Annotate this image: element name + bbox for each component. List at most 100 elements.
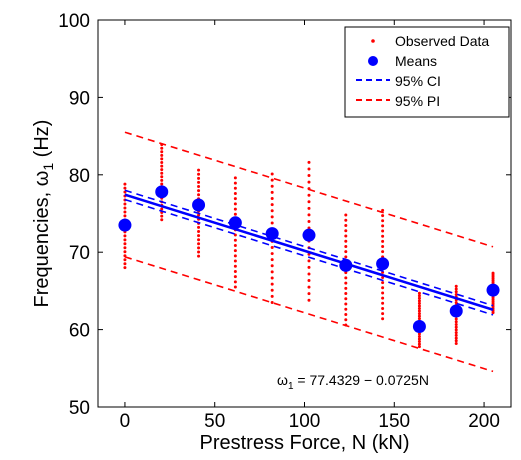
mean-point	[118, 218, 132, 232]
observed-point	[454, 333, 458, 337]
observed-point	[344, 255, 348, 259]
observed-point	[307, 259, 311, 263]
mean-point	[302, 228, 316, 242]
observed-point	[270, 258, 274, 262]
observed-point	[417, 340, 421, 344]
observed-point	[160, 171, 164, 175]
observed-point	[270, 178, 274, 182]
observed-point	[417, 299, 421, 303]
pi-lower-line	[124, 256, 494, 373]
observed-point	[307, 200, 311, 204]
observed-point	[381, 224, 385, 228]
observed-point	[417, 309, 421, 313]
observed-point	[344, 271, 348, 275]
y-tick-label: 60	[69, 321, 90, 342]
observed-point	[233, 186, 237, 190]
observed-point	[454, 339, 458, 343]
observed-point	[344, 307, 348, 311]
observed-point	[123, 242, 127, 246]
observed-point	[123, 250, 127, 254]
observed-point	[454, 292, 458, 296]
x-tick-label: 100	[289, 411, 321, 432]
observed-point	[160, 207, 164, 211]
observed-point	[233, 238, 237, 242]
observed-point	[270, 245, 274, 249]
observed-point	[344, 250, 348, 254]
observed-point	[233, 212, 237, 216]
legend: Observed Data Means 95% CI 95% PI	[344, 26, 510, 118]
observed-point	[417, 291, 421, 295]
mean-point	[412, 320, 426, 334]
observed-point	[233, 259, 237, 263]
observed-point	[344, 213, 348, 217]
ci-upper-line	[124, 189, 494, 307]
observed-point	[381, 229, 385, 233]
observed-point	[233, 285, 237, 289]
observed-point	[270, 203, 274, 207]
observed-point	[381, 291, 385, 295]
observed-point	[344, 244, 348, 248]
observed-point	[123, 214, 127, 218]
observed-point	[197, 230, 201, 234]
observed-point	[344, 312, 348, 316]
observed-point	[160, 153, 164, 157]
observed-point	[233, 269, 237, 273]
observed-point	[123, 182, 127, 186]
observed-point	[344, 292, 348, 296]
observed-point	[344, 276, 348, 280]
observed-point	[123, 266, 127, 270]
observed-point	[233, 176, 237, 180]
observed-point	[454, 284, 458, 288]
observed-point	[270, 264, 274, 268]
observed-point	[381, 296, 385, 300]
observed-point	[417, 296, 421, 300]
x-tick-label: 150	[378, 411, 410, 432]
mean-point	[192, 198, 206, 212]
observed-point	[381, 219, 385, 223]
observed-point	[381, 286, 385, 290]
y-tick-label: 50	[69, 398, 90, 419]
axis-ticks: 0 50 100 150 200 50 60 70 80 90 100	[58, 11, 511, 432]
observed-point	[270, 190, 274, 194]
observed-point	[417, 314, 421, 318]
mean-point	[339, 258, 353, 272]
observed-point	[307, 298, 311, 302]
observed-point	[454, 301, 458, 305]
observed-point	[160, 146, 164, 150]
x-tick-label: 0	[120, 411, 131, 432]
legend-means-marker	[368, 56, 378, 66]
observed-point	[270, 209, 274, 213]
observed-point	[307, 206, 311, 210]
observed-point	[417, 294, 421, 298]
legend-observed-label: Observed Data	[395, 33, 489, 49]
observed-point	[197, 250, 201, 254]
observed-point	[197, 172, 201, 176]
observed-point	[381, 239, 385, 243]
observed-point	[417, 337, 421, 341]
mean-point	[265, 227, 279, 241]
observed-point	[381, 281, 385, 285]
observed-point	[344, 302, 348, 306]
observed-point	[344, 297, 348, 301]
pi-upper-line	[124, 131, 494, 248]
legend-pi-label: 95% PI	[395, 93, 440, 109]
observed-point	[233, 233, 237, 237]
observed-point	[233, 207, 237, 211]
observed-point	[417, 306, 421, 310]
observed-point	[454, 328, 458, 332]
x-tick-label: 200	[468, 411, 500, 432]
observed-point	[160, 150, 164, 154]
observed-point	[197, 185, 201, 189]
observed-point	[197, 234, 201, 238]
legend-ci-label: 95% CI	[395, 73, 441, 89]
observed-point	[454, 342, 458, 346]
observed-point	[381, 306, 385, 310]
observed-point	[270, 172, 274, 176]
observed-point	[270, 276, 274, 280]
observed-point	[307, 265, 311, 269]
mean-point	[155, 185, 169, 199]
observed-point	[123, 246, 127, 250]
observed-point	[417, 334, 421, 338]
observed-point	[197, 180, 201, 184]
ci-lower-line	[124, 198, 494, 316]
